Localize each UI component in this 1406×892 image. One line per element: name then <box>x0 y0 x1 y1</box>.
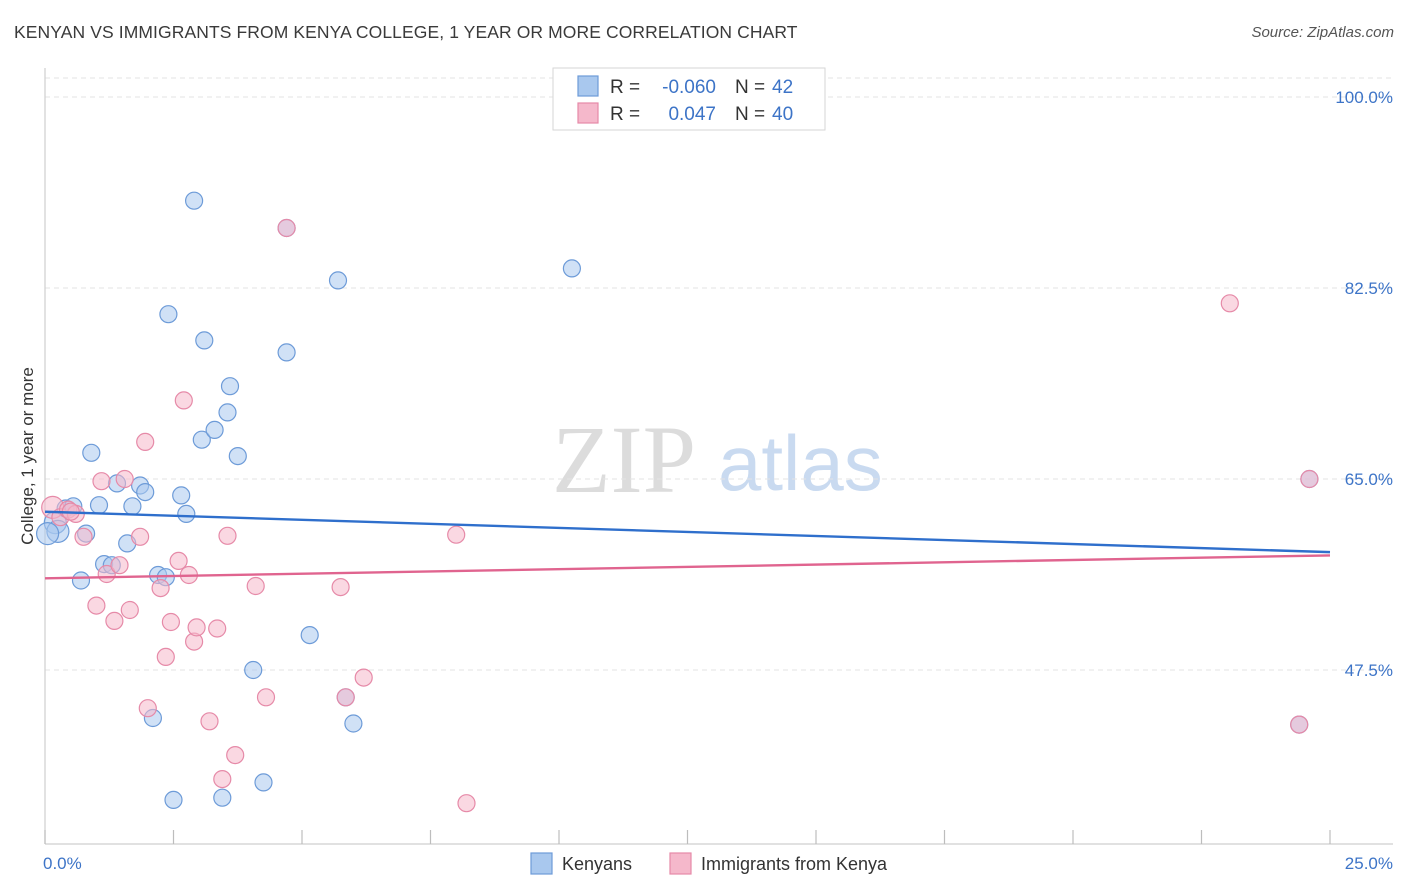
kenyans-point-25 <box>205 420 224 439</box>
immigrants-point-37 <box>1300 469 1319 489</box>
kenyans-point-6 <box>82 443 101 462</box>
immigrants-point-22 <box>200 712 219 731</box>
kenyans-point-34 <box>328 271 348 290</box>
kenyans-point-33 <box>300 625 319 645</box>
immigrants-point-17 <box>169 551 188 571</box>
immigrants-point-10 <box>115 469 134 489</box>
immigrants-point-31 <box>336 688 355 707</box>
y-tick-label: 47.5% <box>1345 661 1393 680</box>
immigrants-point-12 <box>131 527 150 546</box>
legend-r-value-1: -0.060 <box>662 77 716 98</box>
immigrants-point-35 <box>1220 294 1239 313</box>
immigrants-point-25 <box>218 526 237 545</box>
legend-swatch-kenyans <box>577 75 599 97</box>
chart-title: KENYAN VS IMMIGRANTS FROM KENYA COLLEGE,… <box>14 22 798 42</box>
series-immigrants-points <box>41 218 1319 813</box>
kenyans-point-29 <box>228 447 247 466</box>
y-tick-label: 82.5% <box>1345 279 1393 298</box>
legend-n-label-1: N = <box>735 77 765 98</box>
kenyans-point-7 <box>89 496 109 515</box>
immigrants-point-8 <box>105 611 124 631</box>
immigrants-point-28 <box>256 688 276 707</box>
immigrants-point-21 <box>187 618 206 637</box>
immigrants-point-15 <box>156 647 175 667</box>
immigrants-point-39 <box>138 699 157 718</box>
legend-swatch-immigrants <box>577 102 599 124</box>
kenyans-point-14 <box>136 483 155 502</box>
legend-n-label-2: N = <box>735 104 765 125</box>
kenyans-point-23 <box>192 430 211 449</box>
kenyans-point-37 <box>562 259 582 278</box>
immigrants-point-9 <box>110 556 129 575</box>
immigrants-point-13 <box>136 432 155 451</box>
x-tick-label-max: 25.0% <box>1345 854 1393 873</box>
immigrants-point-34 <box>457 794 476 813</box>
bottom-legend-label-kenyans: Kenyans <box>562 854 632 874</box>
trend-line-immigrants <box>44 554 1331 580</box>
legend-n-value-1: 42 <box>772 77 793 98</box>
kenyans-point-32 <box>277 343 296 362</box>
gridlines <box>45 77 1393 671</box>
kenyans-point-12 <box>123 497 142 516</box>
y-tick-labels: 100.0% 82.5% 65.0% 47.5% <box>1335 88 1393 680</box>
kenyans-point-41 <box>35 521 60 546</box>
kenyans-point-26 <box>213 788 232 807</box>
kenyans-point-20 <box>172 486 191 505</box>
immigrants-point-16 <box>161 612 180 632</box>
watermark-atlas: atlas <box>718 419 883 507</box>
axes <box>44 68 1393 845</box>
immigrants-point-11 <box>120 600 139 620</box>
immigrants-point-27 <box>246 576 265 596</box>
kenyans-point-24 <box>195 331 214 350</box>
watermark-zip: ZIP <box>552 406 696 513</box>
legend-r-label-2: R = <box>610 104 640 125</box>
immigrants-point-30 <box>331 577 350 597</box>
immigrants-point-23 <box>208 619 227 638</box>
legend-r-label-1: R = <box>610 77 640 98</box>
kenyans-point-18 <box>159 305 178 324</box>
kenyans-point-30 <box>244 660 263 680</box>
legend-r-value-2: 0.047 <box>668 104 716 125</box>
kenyans-point-4 <box>71 571 91 590</box>
y-tick-label: 65.0% <box>1345 470 1393 489</box>
x-ticks <box>44 830 1331 844</box>
immigrants-point-29 <box>277 218 296 238</box>
immigrants-point-5 <box>87 596 106 615</box>
bottom-legend-swatch-immigrants <box>669 852 692 875</box>
y-axis-label: College, 1 year or more <box>18 367 37 545</box>
kenyans-point-28 <box>220 377 240 396</box>
immigrants-point-32 <box>354 668 373 687</box>
kenyans-point-27 <box>218 403 237 422</box>
immigrants-point-26 <box>226 745 245 765</box>
immigrants-point-6 <box>92 472 111 491</box>
immigrants-point-36 <box>1290 715 1309 734</box>
immigrants-point-24 <box>213 769 232 789</box>
source-label: Source: ZipAtlas.com <box>1251 24 1394 41</box>
bottom-legend-swatch-kenyans <box>530 852 553 875</box>
legend-n-value-2: 40 <box>772 104 793 125</box>
correlation-legend: R = -0.060 N = 42 R = 0.047 N = 40 <box>552 67 826 131</box>
kenyans-point-19 <box>164 790 183 810</box>
series-legend: Kenyans Immigrants from Kenya <box>530 852 888 875</box>
kenyans-point-21 <box>177 504 196 524</box>
kenyans-point-36 <box>344 714 363 733</box>
kenyans-point-31 <box>254 773 273 792</box>
kenyans-point-22 <box>185 191 204 210</box>
y-tick-label: 100.0% <box>1335 88 1393 107</box>
trend-lines <box>44 510 1331 580</box>
x-tick-label-min: 0.0% <box>43 854 82 873</box>
immigrants-point-14 <box>151 578 170 598</box>
bottom-legend-label-immigrants: Immigrants from Kenya <box>701 854 888 874</box>
immigrants-point-18 <box>174 391 193 410</box>
immigrants-point-33 <box>447 525 466 544</box>
trend-line-kenyans <box>44 510 1331 554</box>
immigrants-point-4 <box>74 527 93 546</box>
